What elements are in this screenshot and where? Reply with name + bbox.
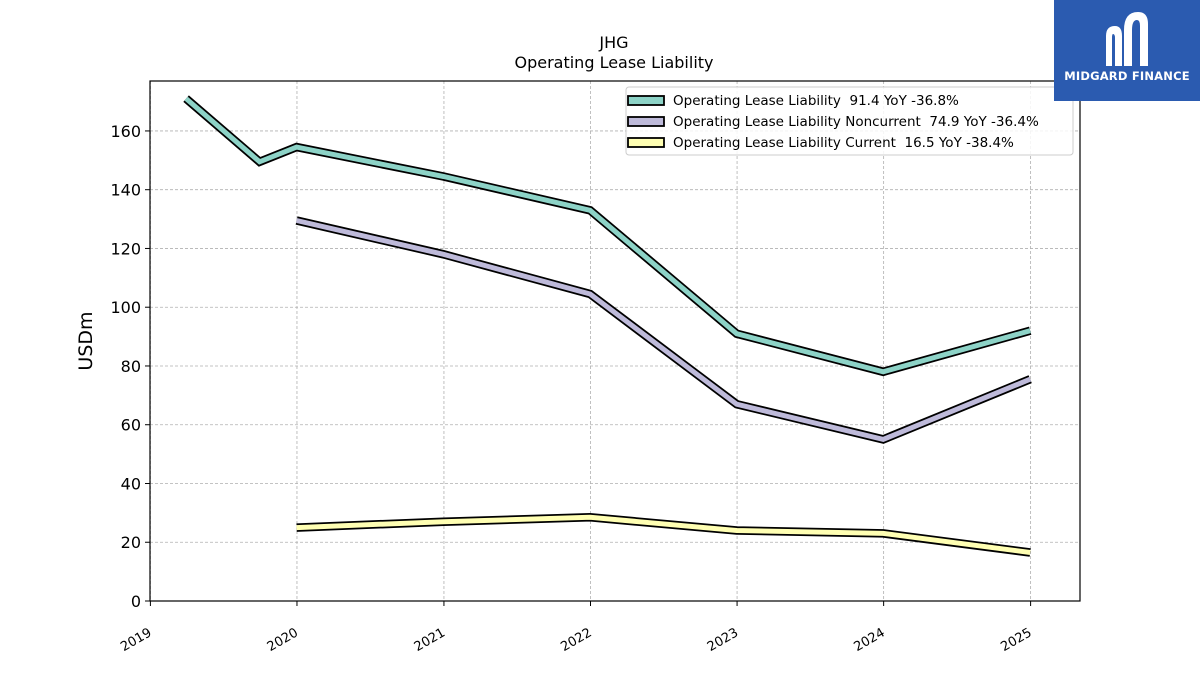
chart-title: JHG <box>598 33 628 52</box>
series-line-1 <box>184 96 1031 375</box>
y-tick-label: 80 <box>121 357 141 376</box>
grid-lines <box>150 81 1080 602</box>
legend-swatch-1 <box>627 95 665 106</box>
y-tick-label: 60 <box>121 416 141 435</box>
y-tick-label: 100 <box>110 298 141 317</box>
y-axis-ticks: 0 20 40 60 80 100 120 140 160 <box>110 122 150 611</box>
x-tick-label: 2022 <box>558 625 594 655</box>
legend-swatch-2 <box>627 116 665 127</box>
y-tick-label: 140 <box>110 181 141 200</box>
logo-text: MIDGARD FINANCE <box>1064 69 1190 83</box>
midgard-finance-logo: MIDGARD FINANCE <box>1054 0 1200 101</box>
x-tick-label: 2019 <box>118 625 154 655</box>
x-tick-label: 2025 <box>998 625 1034 655</box>
legend-box <box>625 86 1074 156</box>
y-tick-label: 40 <box>121 474 141 493</box>
x-tick-label: 2020 <box>265 625 301 655</box>
y-tick-label: 20 <box>121 533 141 552</box>
y-tick-label: 0 <box>131 592 141 611</box>
x-tick-label: 2024 <box>851 625 887 655</box>
chart-subtitle: Operating Lease Liability <box>514 53 713 72</box>
y-tick-label: 120 <box>110 239 141 258</box>
x-tick-label: 2021 <box>412 625 448 655</box>
x-axis-ticks: 2019 2020 2021 2022 2023 2024 2025 <box>118 601 1035 655</box>
series-line-3 <box>296 514 1031 555</box>
series-layer <box>183 95 1032 557</box>
midgard-logo-icon <box>1106 12 1148 66</box>
y-tick-label: 160 <box>110 122 141 141</box>
legend-label-1: Operating Lease Liability 91.4 YoY -36.8… <box>673 93 959 109</box>
series-outline-2 <box>295 216 1032 444</box>
plot-frame <box>149 80 1081 602</box>
series-line-2 <box>296 218 1032 443</box>
legend-swatch-3 <box>627 137 665 148</box>
x-tick-label: 2023 <box>705 625 741 655</box>
y-axis-label: USDm <box>75 311 97 370</box>
legend-label-3: Operating Lease Liability Current 16.5 Y… <box>673 135 1014 151</box>
legend-label-2: Operating Lease Liability Noncurrent 74.… <box>673 114 1039 130</box>
legend: Operating Lease Liability 91.4 YoY -36.8… <box>625 86 1074 156</box>
